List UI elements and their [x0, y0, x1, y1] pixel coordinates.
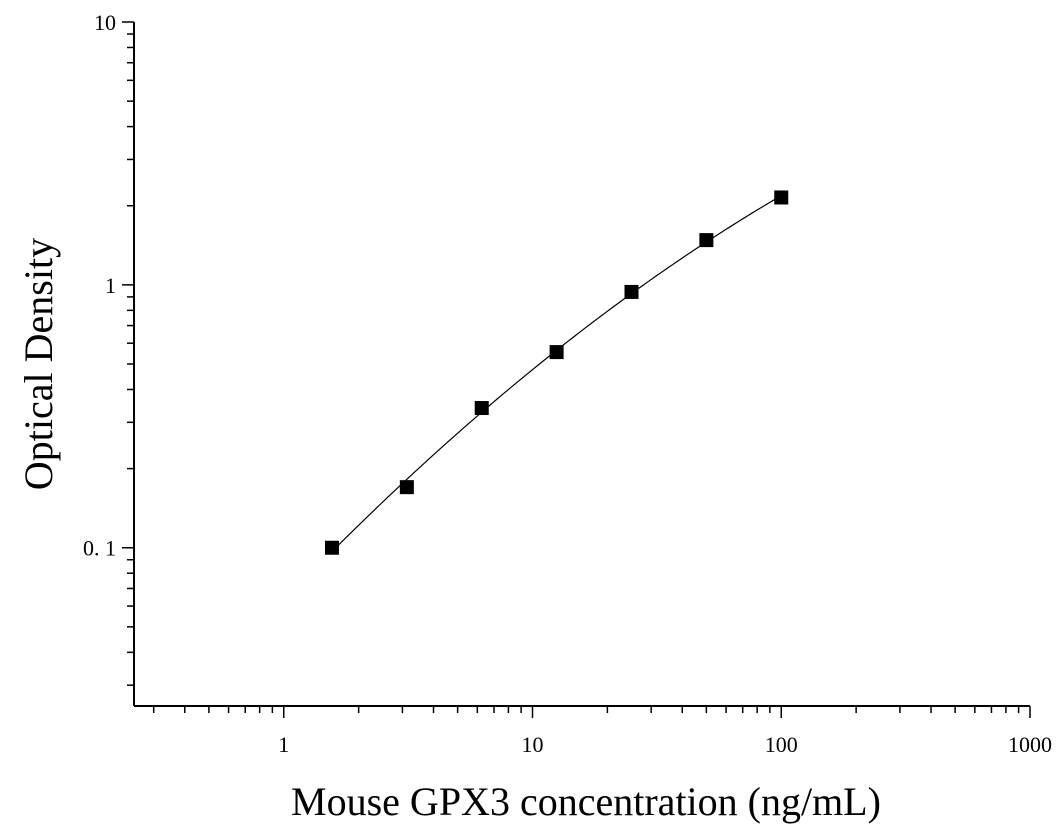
x-tick-label: 1	[278, 732, 289, 757]
y-axis-title: Optical Density	[16, 238, 61, 490]
data-point	[774, 190, 789, 205]
x-tick-label: 100	[765, 732, 798, 757]
fit-curve	[331, 195, 782, 553]
axes: 1 10 100 1000 0. 1 1 10	[83, 10, 1052, 757]
x-tick-label: 1000	[1008, 732, 1052, 757]
data-point	[624, 284, 639, 299]
y-tick-label: 0. 1	[83, 536, 116, 561]
data-point	[324, 540, 339, 555]
x-axis-title: Mouse GPX3 concentration (ng/mL)	[291, 779, 881, 824]
y-tick-label: 1	[105, 273, 116, 298]
data-points	[324, 190, 789, 555]
data-point	[474, 401, 489, 416]
data-point	[699, 233, 714, 248]
data-point	[549, 345, 564, 360]
data-point	[399, 480, 414, 495]
y-ticks: 0. 1 1 10	[83, 10, 134, 686]
x-tick-label: 10	[522, 732, 544, 757]
x-ticks: 1 10 100 1000	[152, 706, 1052, 757]
y-tick-label: 10	[94, 10, 116, 35]
